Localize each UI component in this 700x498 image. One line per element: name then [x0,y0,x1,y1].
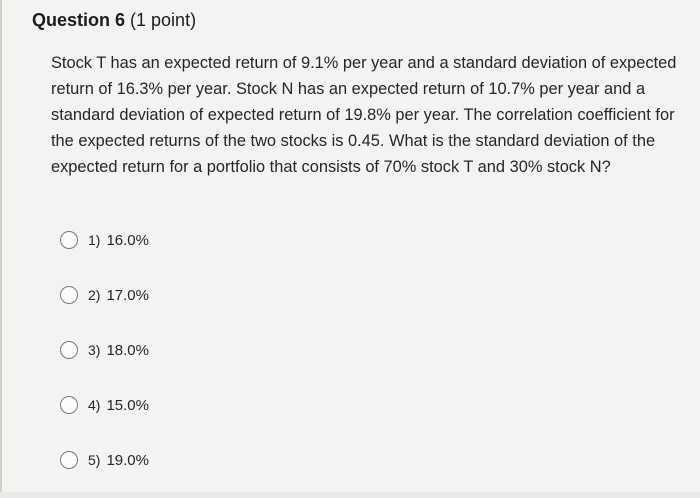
answer-label-4: 4) 15.0% [88,397,149,414]
question-title: Question 6 [32,10,126,30]
answer-label-5: 5) 19.0% [88,452,149,469]
answer-number-4: 4) [88,396,101,413]
answer-option-4[interactable]: 4) 15.0% [60,388,149,422]
answer-option-1[interactable]: 1) 16.0% [60,223,149,257]
radio-button-4[interactable] [60,396,78,414]
answer-value-5: 19.0% [106,451,149,469]
answer-number-3: 3) [88,341,101,358]
radio-button-5[interactable] [60,451,78,469]
answer-value-4: 15.0% [106,396,149,414]
answer-option-2[interactable]: 2) 17.0% [60,278,149,312]
answer-label-3: 3) 18.0% [88,342,149,359]
answer-options: 1) 16.0% 2) 17.0% 3) 18.0% 4) 15.0% 5) 19.0% [60,223,149,498]
answer-option-5[interactable]: 5) 19.0% [60,443,149,477]
radio-button-2[interactable] [60,286,78,304]
answer-value-2: 17.0% [106,286,149,304]
answer-label-1: 1) 16.0% [88,232,149,249]
answer-number-5: 5) [88,451,101,468]
question-points: (1 point) [130,10,197,30]
radio-button-1[interactable] [60,231,78,249]
radio-button-3[interactable] [60,341,78,359]
answer-value-3: 18.0% [106,341,149,359]
answer-number-2: 2) [88,286,101,303]
answer-label-2: 2) 17.0% [88,287,149,304]
question-header: Question 6 (1 point) [32,10,196,31]
answer-number-1: 1) [88,231,101,248]
answer-option-3[interactable]: 3) 18.0% [60,333,149,367]
answer-value-1: 16.0% [106,231,149,249]
question-text: Stock T has an expected return of 9.1% p… [51,54,677,176]
